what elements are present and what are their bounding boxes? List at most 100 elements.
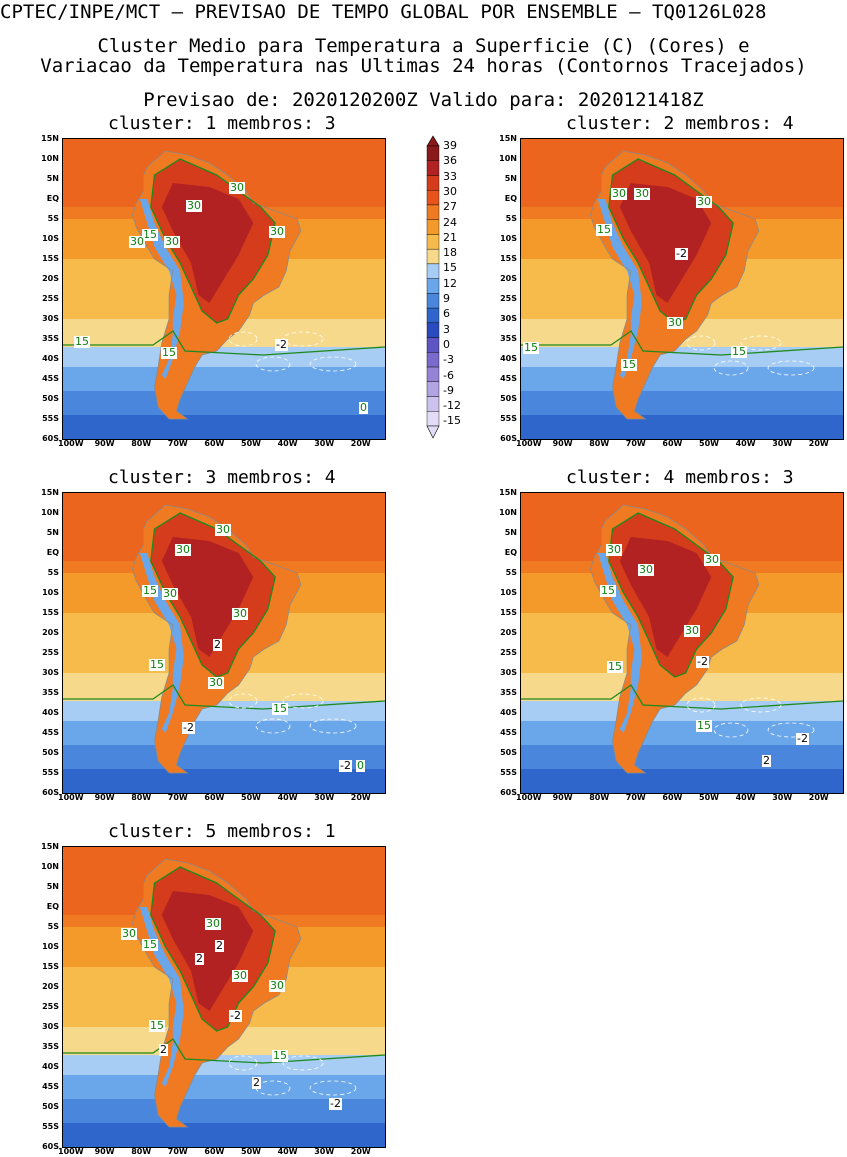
header-subtitle-1: Cluster Medio para Temperatura a Superfi…	[97, 35, 750, 57]
change-contour-label: -2	[229, 1009, 242, 1022]
latitude-tick-label: 10S	[500, 588, 517, 597]
latitude-tick-label: 40S	[42, 354, 59, 363]
temperature-contour-label: 30	[696, 195, 712, 208]
longitude-tick-label: 80W	[131, 793, 152, 802]
temperature-contour-label: 30	[684, 624, 700, 637]
latitude-tick-label: 30S	[42, 314, 59, 323]
latitude-tick-label: 35S	[42, 334, 59, 343]
continent-hottest	[161, 183, 254, 303]
temperature-contour-label: 30	[162, 587, 178, 600]
colorbar-segment	[426, 248, 440, 265]
temperature-band	[63, 1123, 385, 1147]
contour-15	[63, 330, 385, 356]
longitude-tick-label: 20W	[350, 793, 371, 802]
longitude-tick-label: 20W	[350, 439, 371, 448]
temperature-band	[521, 391, 843, 415]
longitude-tick-label: 100W	[58, 1147, 84, 1156]
change-contour	[255, 718, 291, 734]
change-contour-label: 2	[215, 939, 224, 952]
latitude-tick-label: 15N	[499, 488, 517, 497]
latitude-tick-label: 40S	[42, 708, 59, 717]
temperature-contour-label: 15	[149, 1019, 165, 1032]
latitude-tick-label: 5S	[505, 568, 517, 577]
temperature-band	[63, 1075, 385, 1099]
longitude-tick-label: 40W	[277, 1147, 298, 1156]
latitude-tick-label: 5S	[47, 214, 59, 223]
colorbar-level-label: 6	[443, 307, 450, 321]
latitude-tick-label: 25S	[500, 648, 517, 657]
panel-title: cluster: 4 membros: 3	[566, 467, 794, 488]
temperature-contour-label: 15	[272, 702, 288, 715]
latitude-tick-label: 5S	[47, 568, 59, 577]
longitude-tick-label: 40W	[735, 439, 756, 448]
temperature-map	[62, 846, 386, 1148]
longitude-tick-label: 90W	[94, 439, 115, 448]
longitude-tick-label: 70W	[625, 793, 646, 802]
latitude-tick-label: 50S	[42, 748, 59, 757]
contour-30	[150, 866, 276, 1032]
temperature-contour-label: 0	[356, 759, 365, 772]
longitude-tick-label: 20W	[350, 1147, 371, 1156]
change-contour	[713, 360, 749, 376]
andes-cold	[139, 199, 184, 379]
latitude-tick-label: 55S	[42, 414, 59, 423]
longitude-tick-label: 50W	[241, 439, 261, 448]
latitude-tick-label: 45S	[42, 1082, 59, 1091]
temperature-contour-label: 30	[215, 523, 231, 536]
temperature-contour-label: 0	[359, 401, 368, 414]
longitude-tick-label: 70W	[167, 439, 188, 448]
latitude-tick-label: 35S	[42, 1042, 59, 1051]
temperature-map	[62, 138, 386, 440]
latitude-tick-label: 60S	[42, 1142, 59, 1151]
temperature-contour-label: 15	[523, 341, 539, 354]
temperature-contour-label: 30	[175, 543, 191, 556]
latitude-tick-label: 25S	[42, 294, 59, 303]
colorbar-level-label: 21	[443, 230, 457, 244]
longitude-tick-label: 70W	[625, 439, 646, 448]
colorbar-level-label: 0	[443, 337, 450, 351]
latitude-tick-label: 40S	[42, 1062, 59, 1071]
longitude-tick-label: 60W	[204, 793, 225, 802]
longitude-tick-label: 60W	[662, 793, 683, 802]
longitude-tick-label: 80W	[589, 439, 610, 448]
latitude-tick-label: 60S	[42, 434, 59, 443]
change-contour	[282, 693, 324, 709]
longitude-tick-label: 30W	[772, 439, 793, 448]
latitude-tick-label: 60S	[42, 788, 59, 797]
latitude-tick-label: 45S	[42, 728, 59, 737]
colorbar-level-label: 33	[443, 169, 457, 183]
latitude-tick-label: 20S	[500, 628, 517, 637]
latitude-tick-label: 30S	[42, 668, 59, 677]
latitude-tick-label: 20S	[42, 274, 59, 283]
coastline	[590, 150, 760, 420]
colorbar-segment	[426, 263, 440, 279]
temperature-contour-label: 30	[606, 543, 622, 556]
longitude-tick-label: 50W	[699, 439, 719, 448]
temperature-band	[63, 391, 385, 415]
colorbar-level-label: 27	[443, 200, 457, 214]
contour-30	[150, 512, 276, 678]
change-contour-label: -2	[796, 732, 809, 745]
longitude-tick-label: 60W	[662, 439, 683, 448]
change-contour	[686, 335, 716, 351]
temperature-map	[62, 492, 386, 794]
latitude-tick-label: 15S	[500, 254, 517, 263]
panel-title: cluster: 2 membros: 4	[566, 113, 794, 134]
latitude-tick-label: 5N	[504, 174, 517, 183]
colorbar-segment	[426, 337, 440, 353]
change-contour-label: 2	[762, 754, 771, 767]
temperature-contour-label: 30	[232, 969, 248, 982]
colorbar-level-label: 30	[443, 184, 457, 198]
latitude-tick-label: 5N	[46, 882, 59, 891]
temperature-contour-label: 30	[269, 225, 285, 238]
latitude-tick-label: 15S	[42, 254, 59, 263]
longitude-tick-label: 20W	[808, 793, 829, 802]
temperature-contour-label: 15	[142, 228, 158, 241]
longitude-tick-label: 90W	[552, 439, 573, 448]
latitude-tick-label: 25S	[42, 1002, 59, 1011]
coastline	[590, 504, 760, 774]
longitude-tick-label: 30W	[772, 793, 793, 802]
colorbar-segment	[426, 366, 440, 382]
colorbar-level-label: -12	[443, 399, 461, 413]
temperature-contour-label: 15	[74, 335, 90, 348]
